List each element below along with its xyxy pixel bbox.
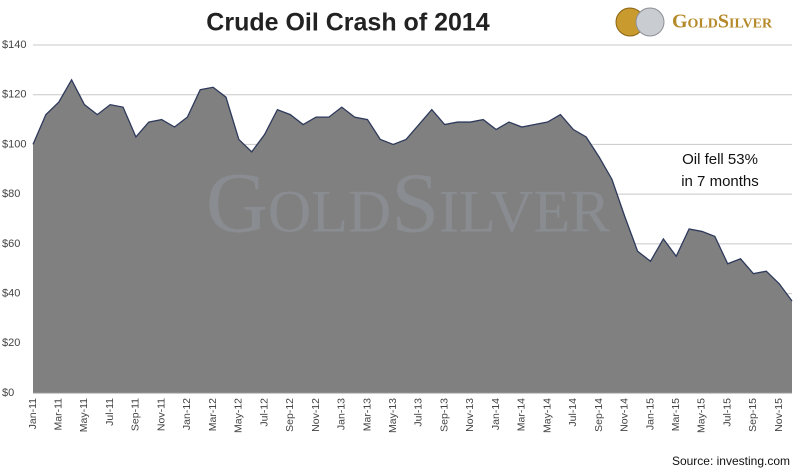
- x-tick-label: Jan-14: [490, 398, 502, 430]
- chart-title: Crude Oil Crash of 2014: [206, 9, 490, 37]
- y-tick-label: $20: [2, 337, 20, 349]
- x-tick-label: Mar-12: [207, 398, 219, 431]
- x-tick-label: Nov-14: [619, 398, 631, 432]
- x-tick-label: Jan-11: [27, 398, 39, 429]
- x-tick-label: Jul-14: [567, 398, 579, 427]
- y-tick-label: $120: [2, 89, 26, 101]
- x-tick-label: Jan-12: [181, 398, 193, 430]
- x-tick-label: Jul-12: [258, 398, 270, 427]
- x-tick-label: Jul-13: [413, 398, 425, 427]
- y-tick-label: $40: [2, 287, 20, 299]
- x-tick-label: May-11: [78, 398, 90, 432]
- x-tick-label: May-15: [696, 398, 708, 433]
- x-tick-label: Sep-11: [130, 398, 142, 431]
- x-tick-label: Jul-11: [104, 398, 116, 426]
- y-tick-label: $0: [2, 387, 14, 399]
- x-tick-label: May-12: [233, 398, 245, 433]
- x-tick-label: Sep-15: [747, 398, 759, 432]
- y-tick-label: $80: [2, 188, 20, 200]
- x-tick-label: Sep-12: [284, 398, 296, 432]
- source: Source: investing.com: [672, 454, 790, 468]
- watermark: GoldSilver: [206, 155, 610, 251]
- x-tick-label: Mar-13: [361, 398, 373, 431]
- x-tick-label: Jan-13: [336, 398, 348, 430]
- x-tick-label: Nov-12: [310, 398, 322, 432]
- x-tick-label: Nov-11: [155, 398, 167, 431]
- y-tick-label: $60: [2, 238, 20, 250]
- annotation: in 7 months: [681, 173, 759, 190]
- logo-icon: [615, 7, 665, 37]
- x-tick-label: Mar-11: [53, 398, 65, 431]
- y-tick-label: $100: [2, 138, 26, 150]
- logo-text: GoldSilver: [672, 11, 773, 33]
- x-tick-label: Mar-15: [670, 398, 682, 431]
- x-tick-label: Nov-13: [464, 398, 476, 432]
- x-tick-label: Nov-15: [773, 398, 785, 432]
- x-tick-label: Jul-15: [721, 398, 733, 427]
- y-tick-label: $140: [2, 39, 26, 51]
- line: [32, 78, 793, 302]
- x-tick-label: Mar-14: [516, 398, 528, 431]
- x-tick-label: May-13: [387, 398, 399, 433]
- annotation: Oil fell 53%: [682, 151, 758, 168]
- x-tick-label: Sep-14: [593, 398, 605, 432]
- x-tick-label: May-14: [541, 398, 553, 433]
- area: [33, 79, 792, 394]
- x-tick-label: Jan-15: [644, 398, 656, 430]
- x-tick-label: Sep-13: [438, 398, 450, 432]
